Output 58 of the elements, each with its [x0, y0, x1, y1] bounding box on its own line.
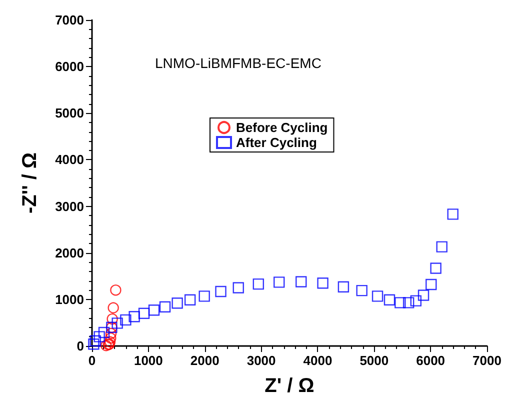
- x-axis-title: Z' / Ω: [264, 375, 314, 397]
- point: [110, 284, 122, 296]
- point: [184, 294, 196, 306]
- y-tick-label: 2000: [55, 245, 84, 260]
- y-tick-label: 7000: [55, 12, 84, 28]
- x-tick-label: 4000: [303, 353, 332, 368]
- y-tick-label: 3000: [55, 198, 84, 214]
- point: [384, 294, 396, 306]
- point: [252, 278, 264, 290]
- point: [159, 301, 171, 312]
- point: [138, 308, 150, 319]
- point: [317, 278, 328, 289]
- point: [106, 313, 118, 325]
- legend-label: After Cycling: [236, 135, 317, 150]
- point: [436, 241, 448, 252]
- point: [105, 328, 117, 340]
- point: [372, 290, 384, 302]
- point: [104, 336, 116, 348]
- point: [94, 331, 105, 342]
- point: [98, 326, 110, 338]
- point: [172, 298, 183, 309]
- point: [274, 276, 285, 288]
- point: [410, 295, 422, 306]
- point: [148, 304, 160, 316]
- point: [108, 302, 119, 314]
- point: [128, 311, 140, 322]
- x-tick-label: 5000: [360, 353, 389, 368]
- point: [112, 318, 123, 329]
- y-axis-title: -Z'' / Ω: [19, 152, 41, 214]
- x-tick-label: 2000: [190, 353, 220, 368]
- point: [394, 297, 406, 308]
- point: [88, 338, 100, 350]
- point: [356, 284, 368, 296]
- y-tick-label: 1000: [55, 292, 84, 307]
- y-tick-label: 6000: [55, 59, 84, 74]
- y-tick-label: 5000: [55, 106, 84, 121]
- point: [90, 335, 101, 346]
- point: [447, 208, 458, 220]
- y-tick-label: 4000: [55, 152, 84, 168]
- annotation: LNMO-LiBMFMB-EC-EMC: [155, 55, 322, 71]
- y-tick-label: 0: [76, 338, 84, 354]
- legend-label: Before Cycling: [236, 120, 328, 135]
- x-tick-label: 0: [88, 353, 96, 368]
- point: [296, 276, 307, 288]
- point: [402, 297, 414, 308]
- point: [120, 314, 132, 326]
- point: [215, 286, 226, 298]
- point: [198, 290, 210, 302]
- x-tick-label: 3000: [246, 353, 276, 368]
- x-tick-label: 1000: [134, 353, 163, 368]
- x-tick-label: 6000: [416, 353, 446, 368]
- x-tick-label: 7000: [472, 353, 502, 368]
- point: [338, 281, 350, 292]
- point: [418, 290, 430, 301]
- point: [426, 278, 437, 290]
- point: [105, 332, 116, 344]
- point: [232, 282, 244, 294]
- point: [430, 262, 442, 274]
